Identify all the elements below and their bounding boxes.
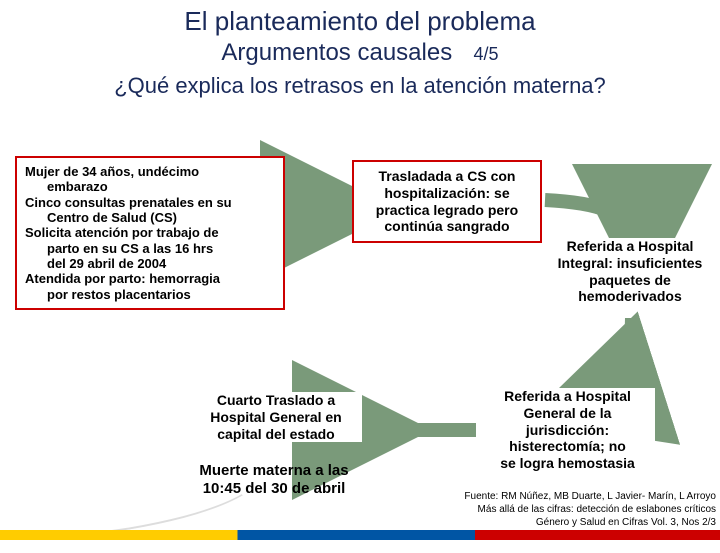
node-line: parto en su CS a las 16 hrs <box>25 241 275 256</box>
flow-node-cs-hosp: Trasladada a CS con hospitalización: se … <box>352 160 542 243</box>
node-line: del 29 abril de 2004 <box>25 256 275 271</box>
node-line: jurisdicción: <box>480 422 655 439</box>
node-line: continúa sangrado <box>362 218 532 235</box>
flow-edge <box>588 318 632 386</box>
node-line: Solicita atención por trabajo de <box>25 225 275 240</box>
node-line: Referida a Hospital <box>545 238 715 255</box>
node-line: paquetes de <box>545 272 715 289</box>
flowchart: Mujer de 34 años, undécimo embarazo Cinc… <box>0 0 720 540</box>
node-line: Referida a Hospital <box>480 388 655 405</box>
flow-node-hospital-capital: Cuarto Traslado a Hospital General en ca… <box>190 392 362 442</box>
node-line: embarazo <box>25 179 275 194</box>
node-line: hemoderivados <box>545 288 715 305</box>
flow-node-patient: Mujer de 34 años, undécimo embarazo Cinc… <box>15 156 285 310</box>
citation: Fuente: RM Núñez, MB Duarte, L Javier- M… <box>396 490 716 529</box>
node-line: Mujer de 34 años, undécimo <box>25 164 275 179</box>
node-line: se logra hemostasia <box>480 455 655 472</box>
node-line: capital del estado <box>190 426 362 443</box>
node-line: por restos placentarios <box>25 287 275 302</box>
citation-line: Fuente: RM Núñez, MB Duarte, L Javier- M… <box>396 490 716 503</box>
node-line: Atendida por parto: hemorragia <box>25 271 275 286</box>
footer-accent-bar <box>0 530 720 540</box>
node-line: General de la <box>480 405 655 422</box>
node-line: histerectomía; no <box>480 438 655 455</box>
citation-line: Más allá de las cifras: detección de esl… <box>396 503 716 516</box>
node-line: Trasladada a CS con <box>362 168 532 185</box>
flow-node-hospital-jurisdiccion: Referida a Hospital General de la jurisd… <box>480 388 655 472</box>
node-line: practica legrado pero <box>362 202 532 219</box>
citation-line: Género y Salud en Cifras Vol. 3, Nos 2/3 <box>396 516 716 529</box>
node-line: hospitalización: se <box>362 185 532 202</box>
node-line: Hospital General en <box>190 409 362 426</box>
flow-edge <box>545 200 628 234</box>
flow-node-hospital-integral: Referida a Hospital Integral: insuficien… <box>545 238 715 305</box>
node-line: Cinco consultas prenatales en su <box>25 195 275 210</box>
node-line: Cuarto Traslado a <box>190 392 362 409</box>
node-line: Centro de Salud (CS) <box>25 210 275 225</box>
node-line: Integral: insuficientes <box>545 255 715 272</box>
